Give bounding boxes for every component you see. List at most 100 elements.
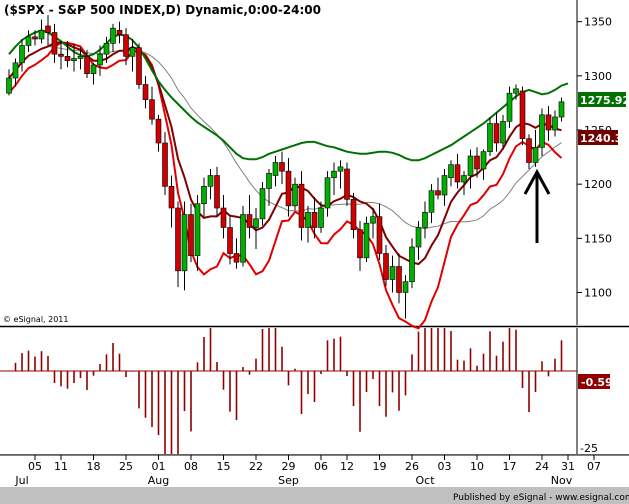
candle-body: [12, 62, 19, 79]
date-tick-label: 26: [405, 460, 419, 473]
footer-text: Published by eSignal - www.esignal.com: [453, 493, 629, 503]
candle-body: [467, 155, 474, 176]
candle-body: [90, 64, 97, 74]
candle-body: [110, 27, 116, 44]
price-tick-label: 1350: [584, 16, 612, 29]
candle-body: [71, 58, 77, 61]
oscillator-badge: [578, 374, 610, 389]
date-tick-label: 25: [119, 460, 133, 473]
candle-body: [149, 99, 155, 120]
candle-body: [253, 218, 259, 228]
date-tick-label: 03: [438, 460, 452, 473]
month-label: Aug: [148, 474, 169, 487]
month-label: Sep: [278, 474, 299, 487]
candle-body: [448, 164, 454, 178]
candle-body: [311, 212, 318, 228]
candle-body: [266, 173, 272, 189]
candle-body: [493, 123, 500, 144]
candle-body: [58, 53, 64, 57]
ticks-layer: 135013001250120011501100-250511182501081…: [14, 16, 612, 487]
mid-band-label: 1240.3: [580, 132, 622, 145]
candle-body: [227, 227, 233, 254]
candle-body: [207, 175, 214, 187]
candle-body: [513, 88, 519, 94]
candle-body: [175, 207, 181, 272]
date-tick-label: 01: [152, 460, 166, 473]
candle-body: [363, 222, 370, 259]
mid-band-badge: [578, 130, 618, 145]
annotation-arrow: [523, 168, 551, 243]
candle-body: [220, 207, 227, 228]
oscillator-layer: [0, 328, 577, 454]
oscillator-axis-panel: [577, 328, 629, 454]
candle-body: [539, 114, 545, 148]
date-tick-label: 19: [373, 460, 387, 473]
candle-body: [38, 30, 45, 40]
candle-body: [181, 214, 188, 272]
candle-body: [214, 175, 220, 209]
price-axis-panel: [577, 0, 629, 325]
candle-body: [6, 77, 12, 94]
date-tick-label: 31: [561, 460, 575, 473]
price-tick-label: 1200: [584, 178, 612, 191]
arrow-head: [523, 168, 551, 195]
candle-body: [422, 212, 428, 228]
month-label: Nov: [551, 474, 573, 487]
candle-body: [350, 199, 357, 230]
candle-body: [298, 183, 305, 228]
candle-body: [545, 114, 552, 131]
month-label: Jul: [14, 474, 28, 487]
date-tick-label: 08: [184, 460, 198, 473]
candle-body: [246, 214, 253, 228]
bands-layer: [8, 29, 569, 330]
candle-body: [155, 118, 162, 144]
candle-body: [259, 188, 266, 220]
candle-body: [428, 190, 435, 213]
candle-body: [454, 164, 461, 183]
candle-body: [64, 56, 71, 61]
candle-body: [285, 170, 292, 207]
month-label: Oct: [415, 474, 435, 487]
candle-body: [389, 266, 396, 280]
moving-average-line: [8, 45, 562, 230]
candle-body: [194, 203, 201, 256]
candle-body: [331, 170, 337, 178]
oscillator-panel: [0, 328, 577, 454]
credit-text: © eSignal, 2011: [3, 315, 68, 324]
candle-body: [552, 116, 558, 131]
candle-body: [84, 56, 90, 74]
candle-body: [168, 186, 175, 209]
candle-body: [240, 214, 246, 263]
date-tick-label: 18: [87, 460, 101, 473]
oscillator-last-label: -0.59: [581, 376, 613, 389]
candle-body: [500, 121, 506, 144]
date-tick-label: 24: [535, 460, 549, 473]
candle-body: [279, 162, 285, 172]
candle-body: [77, 56, 84, 59]
date-tick-label: 12: [340, 460, 354, 473]
candle-body: [370, 216, 376, 224]
candle-body: [51, 32, 58, 55]
candle-body: [409, 246, 415, 282]
candle-body: [25, 36, 32, 46]
candle-body: [396, 266, 402, 293]
candle-body: [162, 142, 168, 187]
candle-body: [97, 53, 103, 66]
date-tick-label: 07: [587, 460, 601, 473]
candle-body: [32, 36, 38, 40]
oscillator-tick-label: -25: [580, 442, 598, 455]
candle-body: [188, 214, 194, 256]
date-tick-label: 15: [217, 460, 231, 473]
candles-layer: [6, 15, 565, 319]
candle-body: [519, 90, 526, 139]
candle-body: [480, 151, 487, 170]
candle-body: [136, 47, 142, 85]
price-tick-label: 1100: [584, 287, 612, 300]
date-tick-label: 06: [314, 460, 328, 473]
candle-body: [506, 92, 513, 122]
candle-body: [487, 123, 493, 152]
upper-band-line: [8, 29, 569, 162]
price-tick-label: 1300: [584, 70, 612, 83]
candle-body: [558, 101, 565, 118]
